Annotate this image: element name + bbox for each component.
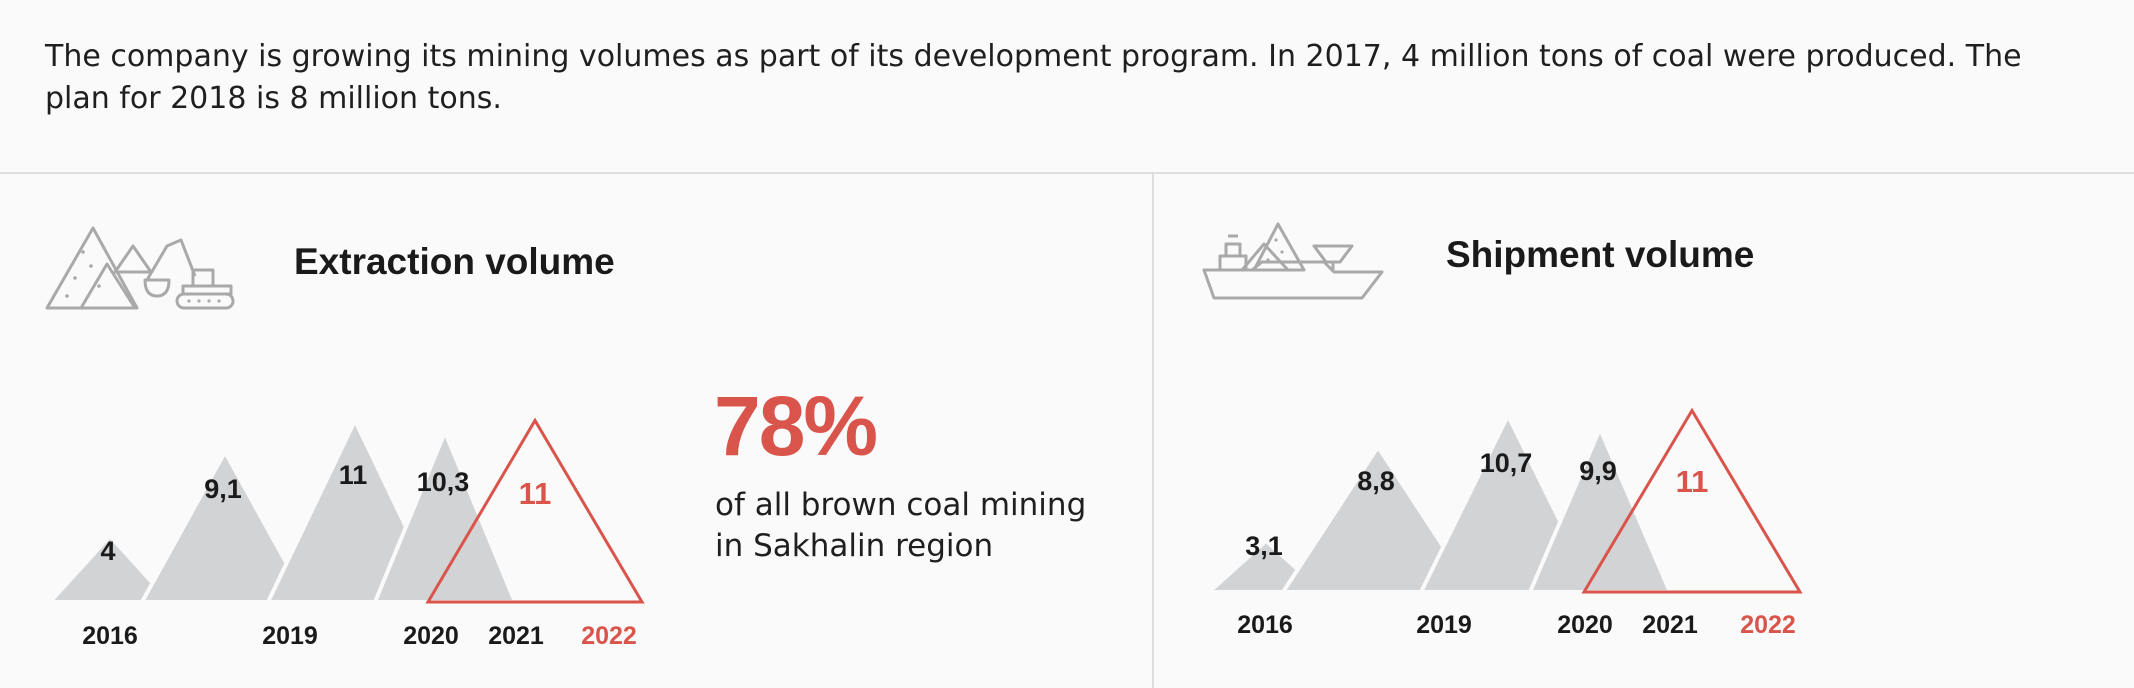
- year-label: 2022: [581, 622, 637, 650]
- vertical-divider: [1152, 173, 1154, 688]
- year-label: 2020: [1557, 611, 1613, 639]
- year-label: 2019: [1416, 611, 1472, 639]
- value-label: 3,1: [1245, 531, 1283, 561]
- year-label: 2021: [1642, 611, 1698, 639]
- intro-text: The company is growing its mining volume…: [45, 39, 2022, 116]
- value-label: 10,7: [1480, 448, 1533, 478]
- volume-triangle: [48, 534, 172, 604]
- mining-excavator-icon: [45, 226, 235, 310]
- shipment-title: Shipment volume: [1446, 234, 1755, 275]
- value-label: 9,9: [1579, 456, 1617, 486]
- year-label: 2021: [488, 622, 544, 650]
- year-label: 2022: [1740, 611, 1796, 639]
- value-label: 8,8: [1357, 466, 1395, 496]
- extraction-chart: 4 9,1 11 10,3 11 2016 2019 2020 2021 2022: [48, 417, 645, 650]
- volume-triangle: [1281, 444, 1475, 594]
- year-label: 2016: [1237, 611, 1293, 639]
- value-label: 11: [339, 460, 368, 490]
- cargo-ship-icon: [1202, 222, 1384, 300]
- plan-triangle: [425, 417, 645, 604]
- value-label: 9,1: [204, 474, 242, 504]
- year-label: 2019: [262, 622, 318, 650]
- plan-triangle: [1581, 407, 1803, 594]
- value-label: 10,3: [417, 467, 470, 497]
- horizontal-divider: [0, 172, 2134, 174]
- value-label: 4: [100, 536, 115, 566]
- year-label: 2016: [82, 622, 138, 650]
- value-label: 11: [519, 476, 552, 511]
- volume-triangle: [140, 449, 310, 604]
- year-label: 2020: [403, 622, 459, 650]
- value-label: 11: [1676, 464, 1709, 499]
- share-percentage: 78%: [714, 379, 878, 473]
- extraction-title: Extraction volume: [294, 241, 615, 282]
- share-caption: of all brown coal mining in Sakhalin reg…: [715, 487, 1087, 564]
